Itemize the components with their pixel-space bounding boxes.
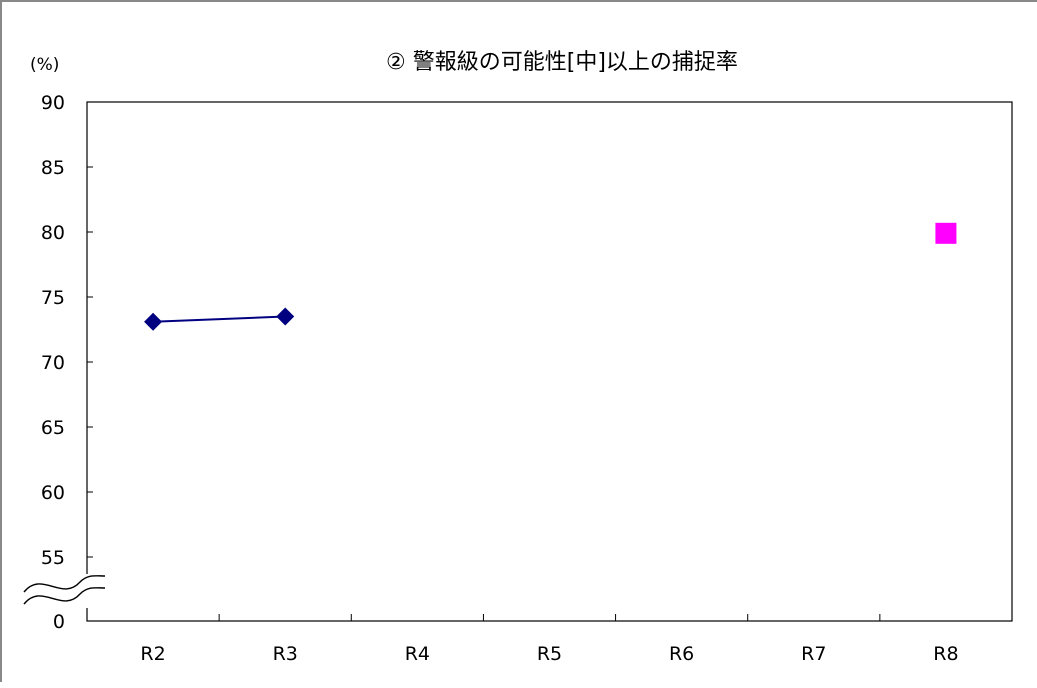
x-tick-label: R3 [273,643,298,665]
series-2-point [935,222,957,244]
y-tick-label: 55 [41,547,65,569]
x-tick-label: R6 [669,643,694,665]
y-tick-label: 60 [41,482,65,504]
x-tick-label: R5 [537,643,562,665]
axis-break-symbol [22,574,108,608]
x-tick-label: R2 [140,643,165,665]
axis-break-line-upper [23,575,106,593]
series-line-1 [153,315,286,323]
y-tick-label: 80 [41,222,65,244]
x-tick-label: R7 [801,643,826,665]
tick-labels: 90 85 80 75 70 65 60 55 0 R2 R3 R4 R5 R6 R7 R8 [41,92,959,665]
y-tick-label: 75 [41,287,65,309]
axis-break-line-lower [23,587,106,605]
x-tick-label: R4 [405,643,430,665]
data-marks [144,222,957,331]
y-tick-label: 0 [53,611,65,633]
plot-axes [22,101,1013,622]
series-1-point [144,312,163,331]
x-tick-label: R8 [933,643,958,665]
chart-title: ② 警報級の可能性[中]以上の捕捉率 [386,50,738,75]
y-tick-label: 85 [41,157,65,179]
axis-break-mask [22,574,108,608]
y-tick-label: 65 [41,417,65,439]
series-1-point [276,307,295,326]
y-unit-label: (%) [30,55,59,75]
plot-area-border [86,101,1013,622]
y-tick-label: 70 [41,352,65,374]
y-tick-label: 90 [41,92,65,114]
